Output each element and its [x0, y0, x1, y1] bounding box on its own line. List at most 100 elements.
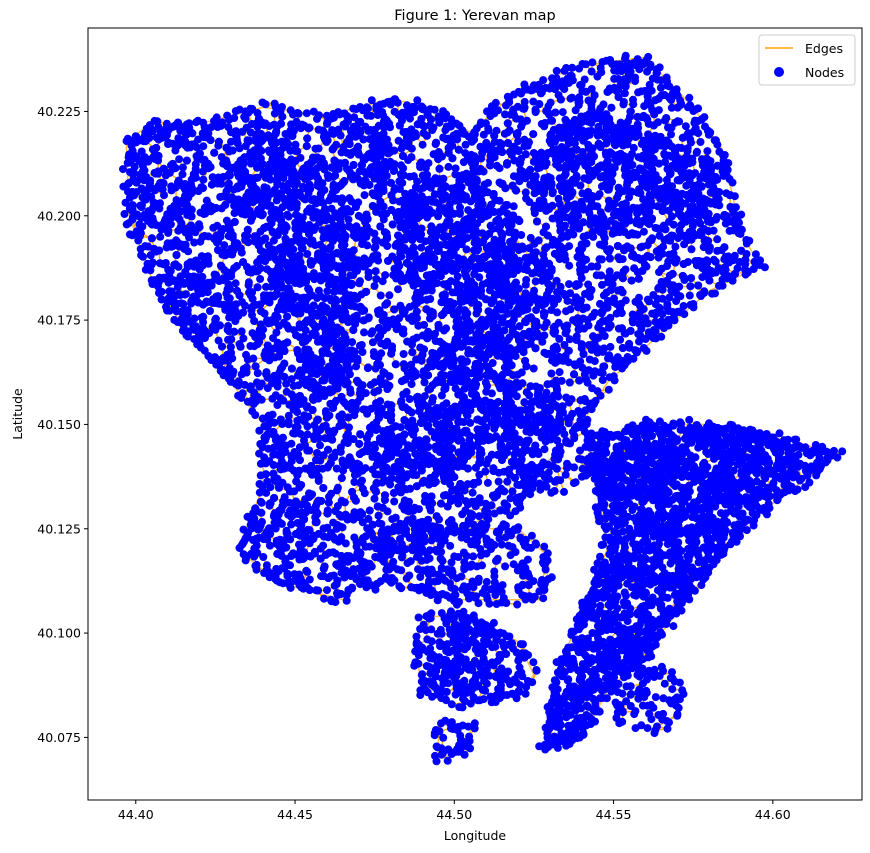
node-point: [414, 613, 423, 622]
node-point: [243, 108, 252, 117]
node-point: [407, 380, 416, 389]
node-point: [320, 594, 328, 603]
node-point: [282, 387, 291, 396]
node-point: [272, 328, 281, 337]
node-point: [656, 83, 665, 92]
node-point: [483, 478, 492, 487]
node-point: [202, 196, 211, 205]
node-point: [671, 242, 680, 251]
node-point: [244, 278, 253, 287]
node-point: [703, 147, 712, 156]
node-point: [413, 96, 422, 105]
node-point: [733, 217, 742, 226]
node-point: [349, 104, 358, 113]
node-point: [491, 591, 500, 599]
node-point: [370, 282, 379, 290]
node-point: [249, 509, 258, 518]
node-point: [596, 552, 604, 561]
node-point: [510, 156, 519, 165]
node-point: [284, 411, 293, 420]
node-point: [513, 600, 522, 609]
node-point: [390, 497, 399, 506]
node-point: [532, 666, 541, 674]
node-point: [332, 464, 341, 473]
node-point: [685, 291, 694, 300]
node-point: [256, 275, 265, 283]
node-point: [775, 429, 784, 438]
node-point: [669, 622, 678, 631]
node-point: [491, 98, 500, 107]
node-point: [135, 220, 144, 229]
node-point: [697, 581, 706, 590]
node-point: [122, 137, 131, 145]
node-point: [424, 159, 433, 168]
node-point: [838, 447, 847, 456]
node-point: [521, 188, 530, 197]
node-point: [526, 482, 535, 490]
node-point: [598, 317, 607, 325]
node-point: [248, 407, 257, 416]
node-point: [412, 632, 421, 641]
node-point: [710, 136, 719, 145]
node-point: [261, 100, 270, 109]
node-point: [360, 328, 368, 337]
node-point: [303, 567, 312, 576]
node-point: [272, 107, 281, 116]
node-point: [252, 560, 261, 569]
node-point: [303, 422, 312, 431]
node-point: [535, 587, 544, 596]
node-point: [505, 632, 514, 641]
node-point: [750, 257, 759, 266]
node-point: [393, 98, 402, 107]
node-point: [499, 520, 508, 529]
node-point: [492, 600, 501, 608]
node-point: [395, 582, 404, 591]
node-point: [565, 280, 573, 289]
node-point: [598, 280, 606, 289]
node-point: [342, 596, 351, 605]
node-point: [378, 478, 387, 487]
node-point: [581, 60, 590, 69]
node-point: [164, 140, 172, 148]
node-point: [568, 63, 577, 72]
node-point: [519, 640, 527, 649]
node-point: [447, 718, 456, 727]
node-point: [326, 595, 335, 604]
node-point: [268, 394, 277, 403]
chart-title: Figure 1: Yerevan map: [394, 8, 556, 24]
node-point: [510, 90, 518, 99]
node-point: [546, 98, 555, 107]
node-point: [590, 357, 599, 366]
node-point: [466, 509, 475, 518]
node-point: [655, 268, 663, 277]
node-point: [605, 351, 614, 360]
node-point: [599, 540, 608, 549]
node-point: [529, 364, 538, 373]
node-point: [356, 430, 365, 439]
node-point: [355, 279, 364, 288]
node-point: [266, 483, 275, 492]
node-point: [136, 245, 145, 253]
node-point: [619, 100, 628, 109]
node-point: [614, 253, 623, 262]
node-point: [239, 334, 248, 343]
node-point: [679, 302, 688, 310]
node-point: [658, 285, 667, 294]
node-point: [323, 586, 331, 595]
node-point: [443, 756, 452, 765]
node-point: [604, 385, 613, 394]
node-point: [338, 523, 347, 532]
node-point: [372, 275, 381, 283]
node-point: [472, 124, 481, 133]
node-point: [470, 724, 479, 733]
node-point: [642, 346, 651, 355]
node-point: [383, 242, 392, 250]
node-point: [377, 339, 386, 348]
node-point: [455, 703, 464, 712]
node-point: [192, 118, 201, 127]
node-point: [801, 483, 810, 492]
node-point: [120, 210, 129, 218]
node-point: [147, 276, 156, 285]
node-point: [725, 191, 734, 200]
node-point: [531, 539, 540, 548]
